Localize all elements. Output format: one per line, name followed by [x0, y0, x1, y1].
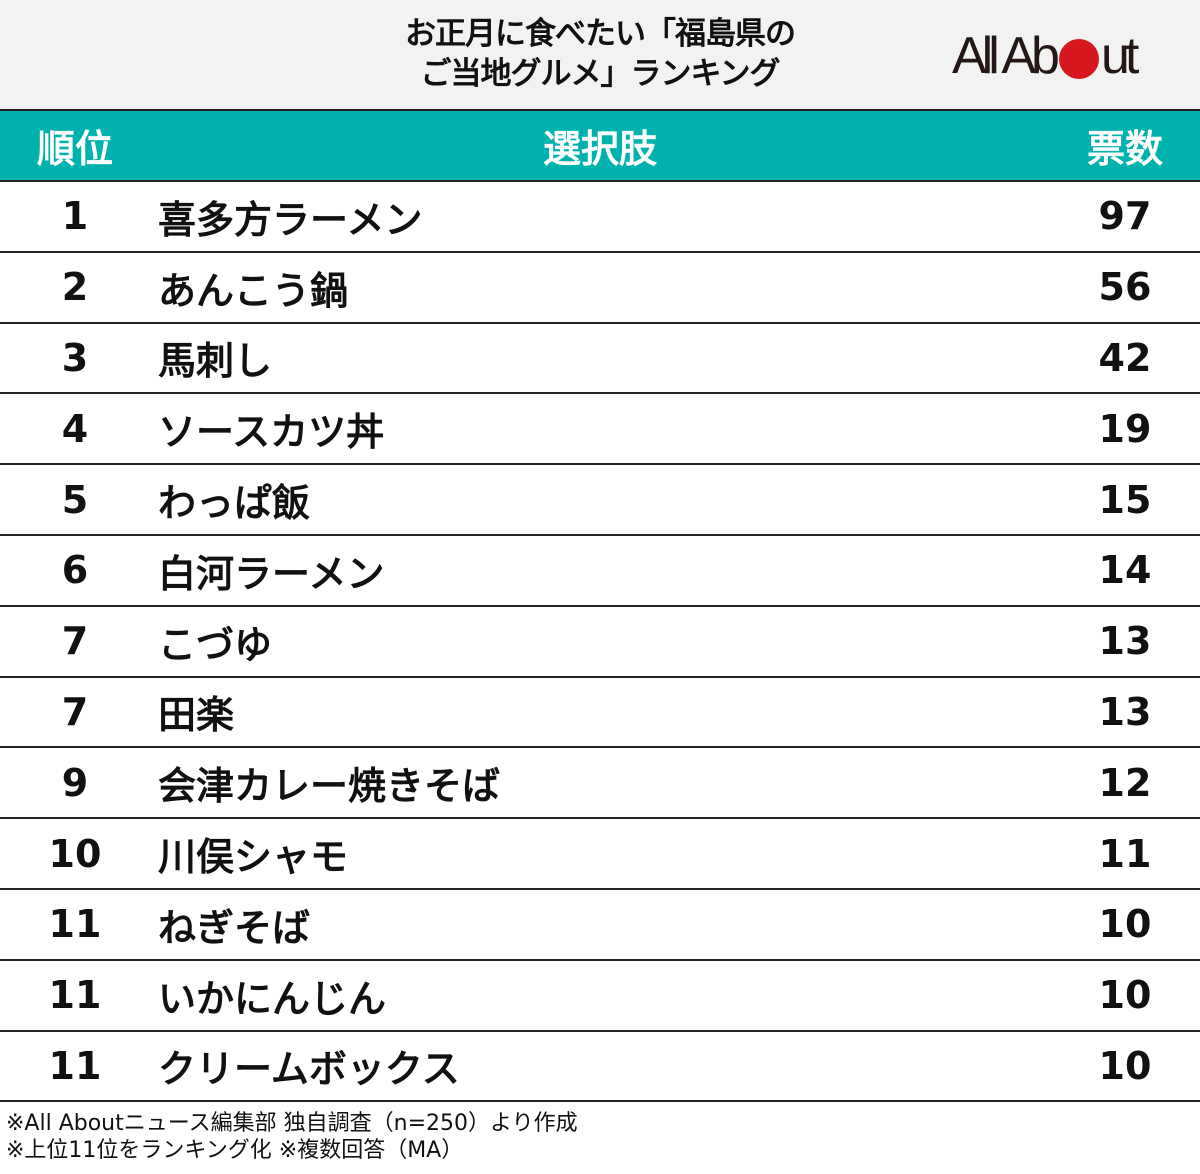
- table-row: 3 馬刺し 42: [0, 324, 1200, 395]
- page-title: お正月に食べたい「福島県の ご当地グルメ」ランキング: [0, 14, 1200, 94]
- column-header-rank: 順位: [36, 127, 113, 171]
- name-cell: こづゆ: [158, 622, 273, 667]
- table-row: 4 ソースカツ丼 19: [0, 394, 1200, 466]
- rank-cell: 11: [48, 1043, 102, 1088]
- table-header: 順位 選択肢 票数: [0, 111, 1200, 182]
- table-row: 11 クリームボックス 10: [0, 1032, 1200, 1103]
- name-cell: 馬刺し: [158, 339, 273, 384]
- column-header-name: 選択肢: [542, 127, 657, 171]
- votes-cell: 15: [1098, 477, 1152, 522]
- rank-cell: 7: [61, 689, 89, 734]
- logo-text-start: All Ab: [952, 27, 1060, 85]
- rank-cell: 11: [48, 902, 102, 947]
- name-cell: 川俣シャモ: [158, 835, 349, 880]
- name-cell: いかにんじん: [158, 976, 387, 1021]
- name-cell: あんこう鍋: [158, 268, 349, 313]
- votes-cell: 56: [1098, 265, 1152, 310]
- votes-cell: 10: [1098, 902, 1152, 947]
- votes-cell: 97: [1098, 194, 1152, 239]
- column-header-votes: 票数: [1086, 127, 1163, 171]
- logo-text-end: ut: [1100, 27, 1139, 85]
- name-cell: クリームボックス: [158, 1047, 460, 1092]
- table-row: 10 川俣シャモ 11: [0, 819, 1200, 890]
- method-note: ※上位11位をランキング化 ※複数回答（MA）: [6, 1138, 464, 1164]
- votes-cell: 19: [1098, 406, 1152, 451]
- rank-cell: 7: [61, 619, 89, 664]
- name-cell: ねぎそば: [158, 905, 311, 950]
- rank-cell: 1: [61, 194, 89, 239]
- table-row: 9 会津カレー焼きそば 12: [0, 748, 1200, 820]
- title-line-2: ご当地グルメ」ランキング: [420, 56, 780, 92]
- votes-cell: 42: [1098, 335, 1152, 380]
- votes-cell: 11: [1098, 831, 1152, 876]
- name-cell: 田楽: [158, 693, 235, 738]
- rank-cell: 4: [61, 406, 89, 451]
- rank-cell: 10: [48, 831, 102, 876]
- page-header: お正月に食べたい「福島県の ご当地グルメ」ランキング All Ab ut: [0, 0, 1200, 111]
- table-row: 11 いかにんじん 10: [0, 961, 1200, 1032]
- name-cell: 白河ラーメン: [158, 551, 385, 596]
- name-cell: 喜多方ラーメン: [158, 197, 423, 242]
- rank-cell: 9: [61, 760, 89, 805]
- name-cell: 会津カレー焼きそば: [158, 764, 501, 809]
- table-row: 7 田楽 13: [0, 678, 1200, 749]
- table-row: 7 こづゆ 13: [0, 607, 1200, 678]
- votes-cell: 13: [1098, 689, 1152, 734]
- ranking-table-body: 1 喜多方ラーメン 97 2 あんこう鍋 56 3 馬刺し 42 4 ソースカツ…: [0, 182, 1200, 1103]
- table-row: 2 あんこう鍋 56: [0, 253, 1200, 324]
- logo-red-dot-icon: [1058, 39, 1099, 79]
- table-row: 5 わっぱ飯 15: [0, 465, 1200, 536]
- rank-cell: 6: [61, 548, 89, 593]
- votes-cell: 10: [1098, 1043, 1152, 1088]
- source-note: ※All Aboutニュース編集部 独自調査（n=250）より作成: [6, 1111, 578, 1137]
- name-cell: わっぱ飯: [158, 481, 311, 526]
- votes-cell: 13: [1098, 619, 1152, 664]
- votes-cell: 10: [1098, 973, 1152, 1018]
- rank-cell: 3: [61, 335, 89, 380]
- allabout-logo: All Ab ut: [952, 27, 1139, 85]
- table-row: 1 喜多方ラーメン 97: [0, 182, 1200, 253]
- votes-cell: 14: [1098, 548, 1152, 593]
- footer-notes: ※All Aboutニュース編集部 独自調査（n=250）より作成 ※上位11位…: [0, 1102, 1200, 1164]
- rank-cell: 2: [61, 265, 89, 310]
- rank-cell: 11: [48, 973, 102, 1018]
- votes-cell: 12: [1098, 760, 1152, 805]
- table-row: 11 ねぎそば 10: [0, 890, 1200, 961]
- name-cell: ソースカツ丼: [158, 410, 385, 455]
- table-row: 6 白河ラーメン 14: [0, 536, 1200, 607]
- title-line-1: お正月に食べたい「福島県の: [405, 16, 796, 52]
- rank-cell: 5: [61, 477, 89, 522]
